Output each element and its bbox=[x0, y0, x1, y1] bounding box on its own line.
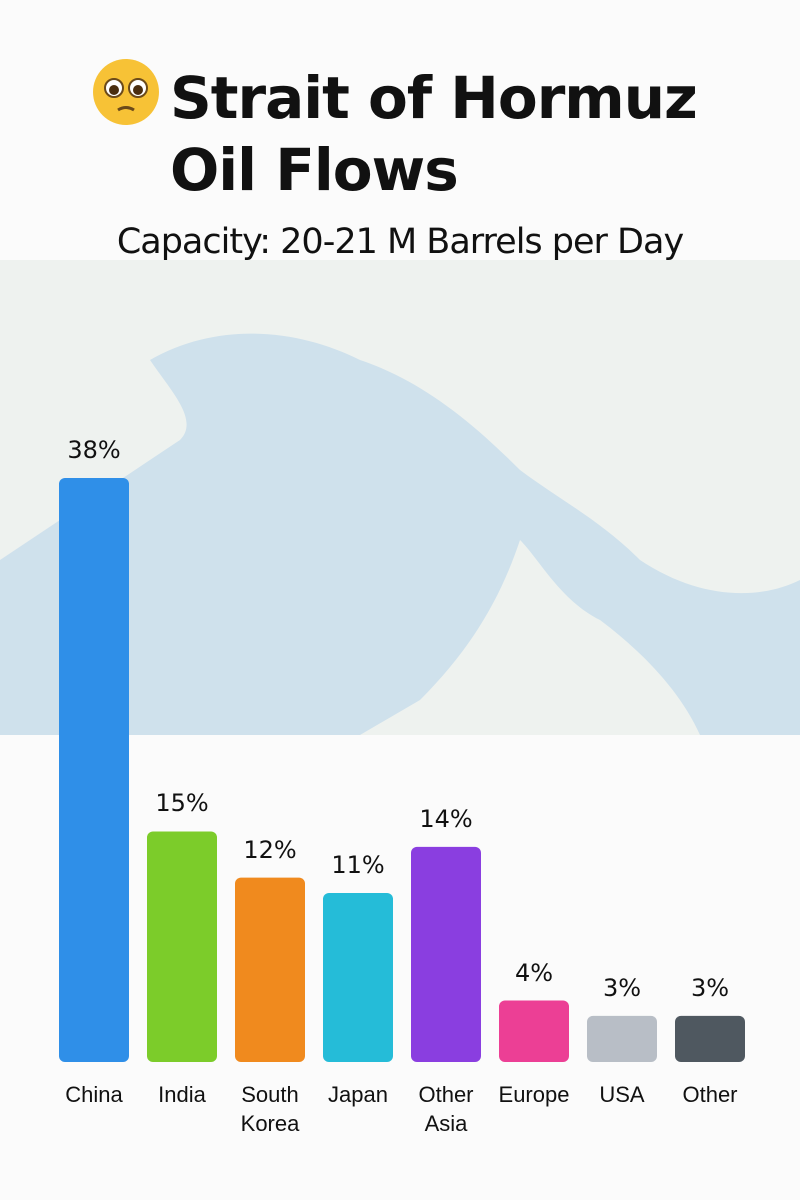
value-label: 3% bbox=[690, 973, 730, 1002]
x-tick-label: Other bbox=[682, 1082, 738, 1107]
value-label: 3% bbox=[602, 973, 642, 1002]
chart-title: Strait of Hormuz Oil Flows bbox=[170, 64, 698, 204]
bar bbox=[411, 846, 481, 1062]
x-tick-label: USA bbox=[599, 1082, 645, 1107]
bar bbox=[323, 892, 393, 1062]
x-tick-label: India bbox=[158, 1082, 206, 1107]
value-label: 11% bbox=[331, 850, 385, 879]
bar bbox=[147, 831, 217, 1062]
value-label: 4% bbox=[514, 958, 554, 987]
value-label: 12% bbox=[243, 835, 297, 864]
map-water bbox=[0, 333, 800, 735]
value-label: 38% bbox=[67, 436, 121, 464]
value-label: 15% bbox=[155, 789, 209, 818]
lower-bg bbox=[0, 735, 800, 1200]
bar bbox=[235, 877, 305, 1062]
chart-subtitle: Capacity: 20-21 M Barrels per Day bbox=[116, 222, 684, 262]
emoji-icon bbox=[93, 59, 159, 125]
bar bbox=[59, 478, 129, 1062]
x-tick-label: South Korea bbox=[240, 1082, 300, 1136]
x-tick-label: Other Asia bbox=[418, 1082, 474, 1136]
bar bbox=[675, 1015, 745, 1062]
x-tick-label: China bbox=[65, 1082, 123, 1107]
x-tick-label: Japan bbox=[328, 1082, 388, 1107]
x-tick-label: Europe bbox=[498, 1082, 570, 1107]
bar bbox=[587, 1015, 657, 1062]
value-label: 14% bbox=[419, 804, 473, 833]
bar bbox=[499, 1000, 569, 1062]
